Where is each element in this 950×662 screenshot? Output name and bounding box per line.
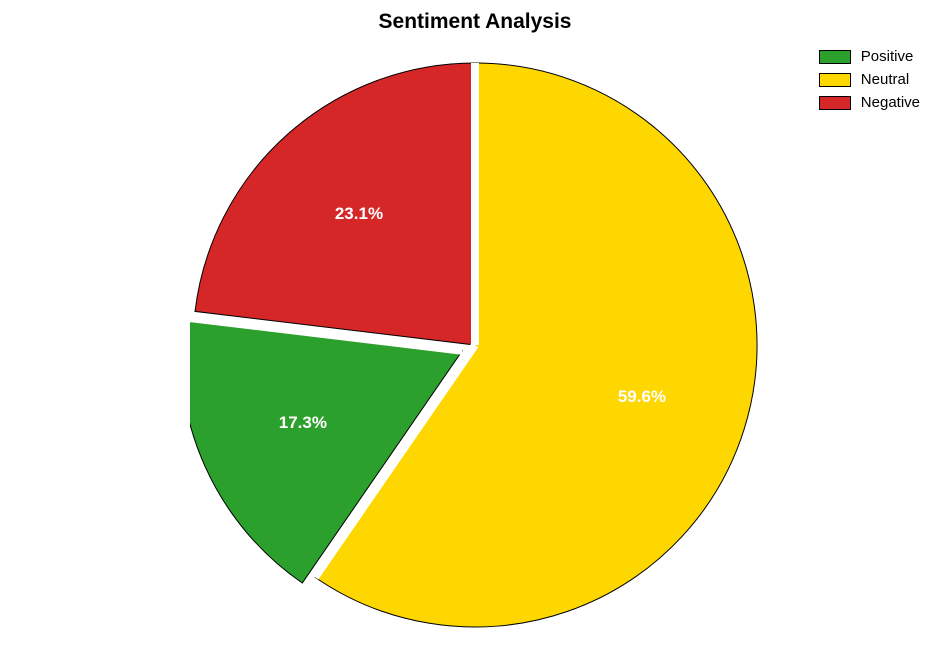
slice-label-positive: 17.3% [279, 413, 327, 433]
slice-label-negative: 23.1% [335, 204, 383, 224]
legend-label-negative: Negative [861, 94, 920, 111]
legend-swatch-positive [819, 50, 851, 64]
legend-item-negative: Negative [819, 94, 920, 111]
legend-label-neutral: Neutral [861, 71, 909, 88]
legend-item-neutral: Neutral [819, 71, 920, 88]
slice-label-neutral: 59.6% [618, 387, 666, 407]
chart-title: Sentiment Analysis [0, 10, 950, 34]
chart-legend: Positive Neutral Negative [819, 48, 920, 111]
legend-swatch-negative [819, 96, 851, 110]
legend-swatch-neutral [819, 73, 851, 87]
pie-chart [190, 60, 760, 630]
legend-item-positive: Positive [819, 48, 920, 65]
legend-label-positive: Positive [861, 48, 914, 65]
